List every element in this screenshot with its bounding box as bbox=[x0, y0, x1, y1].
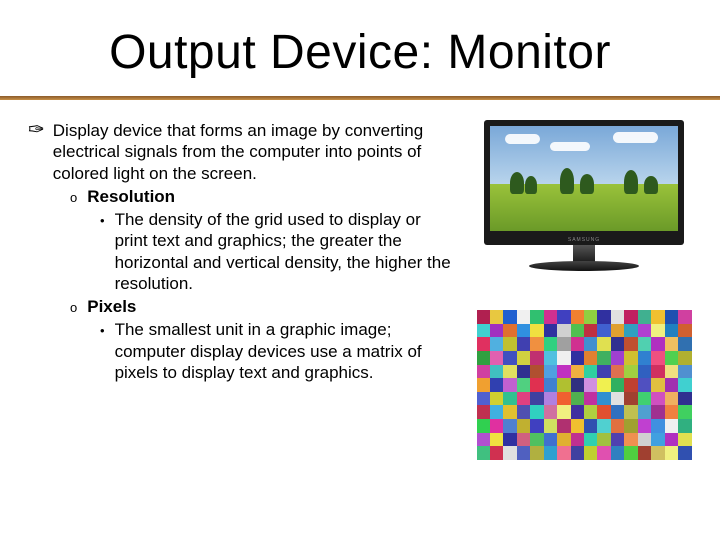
slide-title: Output Device: Monitor bbox=[0, 0, 720, 80]
monitor-brand-label: SAMSUNG bbox=[568, 237, 600, 243]
content-area: ✑ Display device that forms an image by … bbox=[0, 100, 720, 460]
monitor-screen bbox=[490, 126, 678, 231]
subsub-item: • The density of the grid used to displa… bbox=[100, 209, 458, 294]
monitor-base bbox=[529, 261, 639, 271]
title-bar: Output Device: Monitor bbox=[0, 0, 720, 100]
main-bullet-text: Display device that forms an image by co… bbox=[53, 120, 458, 184]
subsub-item-text: The smallest unit in a graphic image; co… bbox=[115, 319, 458, 383]
sub-bullet-marker: o bbox=[70, 300, 77, 316]
subsub-list: • The smallest unit in a graphic image; … bbox=[100, 319, 458, 383]
text-column: ✑ Display device that forms an image by … bbox=[28, 120, 468, 460]
sub-item-resolution: o Resolution bbox=[70, 186, 458, 207]
sub-bullet-marker: o bbox=[70, 190, 77, 206]
sub-item-pixels: o Pixels bbox=[70, 296, 458, 317]
sub-item-label: Pixels bbox=[87, 296, 136, 317]
sub-list: o Resolution • The density of the grid u… bbox=[70, 186, 458, 383]
pixel-grid-image bbox=[477, 310, 692, 460]
subsub-item: • The smallest unit in a graphic image; … bbox=[100, 319, 458, 383]
subsub-item-text: The density of the grid used to display … bbox=[115, 209, 458, 294]
monitor-frame: SAMSUNG bbox=[484, 120, 684, 245]
sub-item-label: Resolution bbox=[87, 186, 175, 207]
subsub-bullet-marker: • bbox=[100, 213, 105, 229]
image-column: SAMSUNG bbox=[468, 120, 700, 460]
main-bullet-marker: ✑ bbox=[28, 118, 45, 143]
main-bullet: ✑ Display device that forms an image by … bbox=[28, 120, 458, 184]
subsub-list: • The density of the grid used to displa… bbox=[100, 209, 458, 294]
monitor-image: SAMSUNG bbox=[479, 120, 689, 280]
subsub-bullet-marker: • bbox=[100, 323, 105, 339]
